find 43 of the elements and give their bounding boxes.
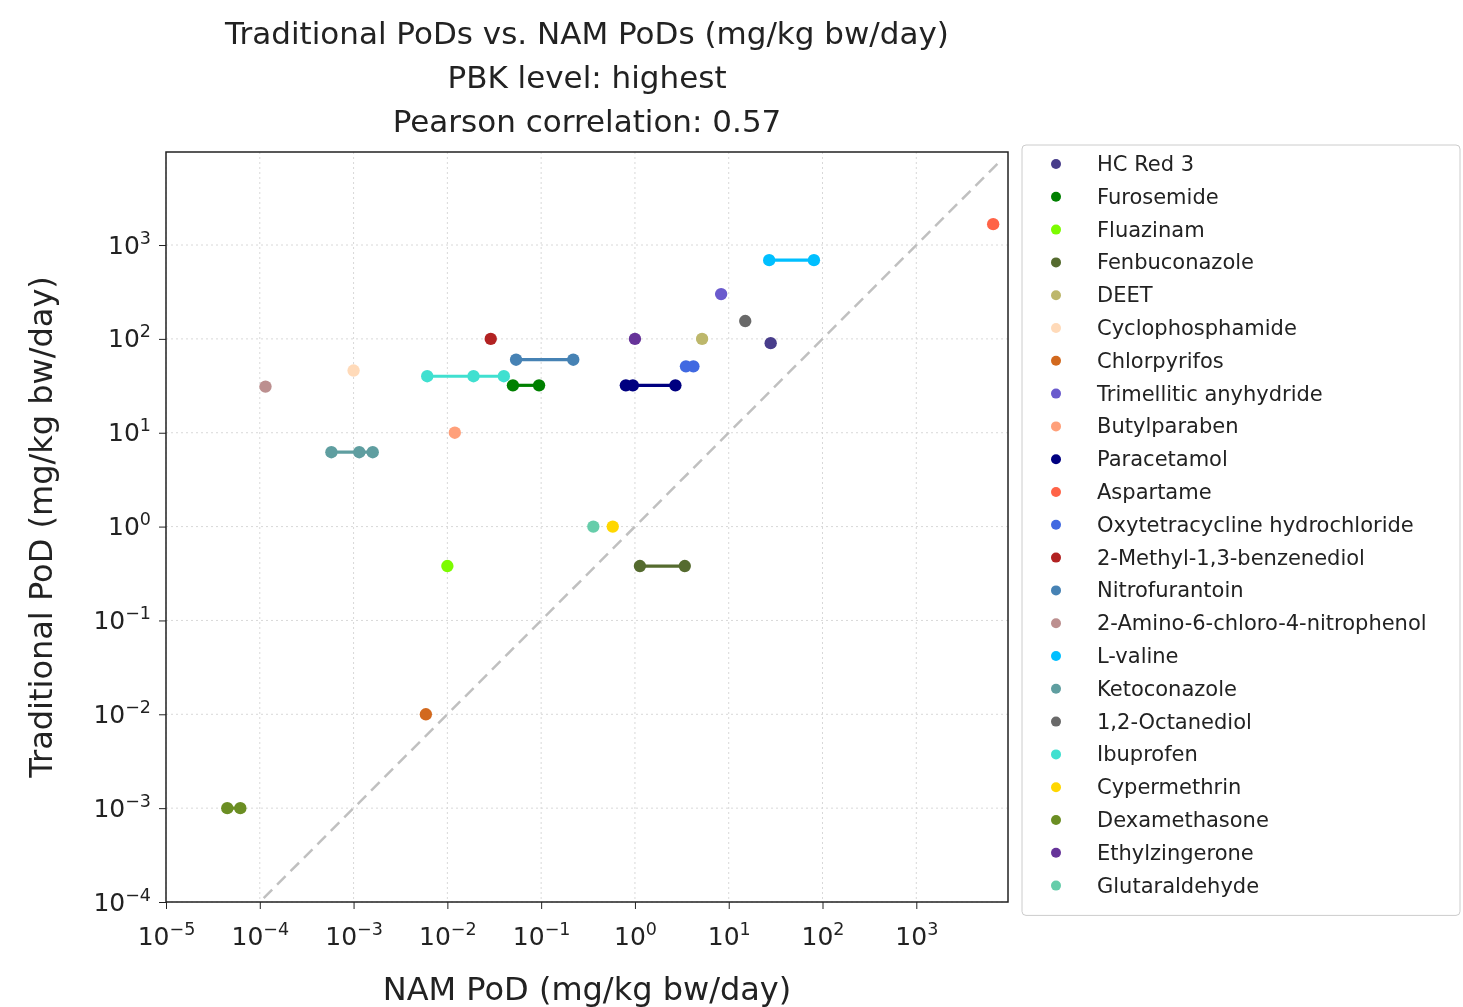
x-tick-label: 10$^{3}$ — [895, 918, 939, 951]
x-tick-label: 10$^{−3}$ — [325, 918, 383, 951]
legend-label: DEET — [1097, 283, 1153, 308]
y-tick-label: 10$^{−1}$ — [93, 602, 151, 635]
x-tick-label: 10$^{−4}$ — [231, 918, 290, 951]
legend-label: Fluazinam — [1097, 217, 1205, 242]
x-tick-label: 10$^{−5}$ — [137, 918, 196, 951]
legend-label: Chlorpyrifos — [1097, 348, 1224, 373]
legend-label: Cyclophosphamide — [1097, 316, 1297, 340]
y-axis-title: Traditional PoD (mg/kg bw/day) — [22, 276, 60, 779]
legend-label: Furosemide — [1097, 184, 1219, 209]
legend-label: HC Red 3 — [1097, 152, 1195, 176]
chart-title: Traditional PoDs vs. NAM PoDs (mg/kg bw/day) PBK level: highest Pearson correlation: 0.57 — [224, 15, 949, 139]
x-tick-label: 10$^{0}$ — [613, 918, 657, 951]
legend-label: Aspartame — [1097, 480, 1212, 504]
legend-label: 2-Methyl-1,3-benzenediol — [1097, 545, 1365, 570]
y-tick-label: 10$^{1}$ — [108, 415, 151, 448]
y-tick-label: 10$^{2}$ — [108, 321, 151, 354]
legend-label: Ethylzingerone — [1097, 840, 1254, 865]
x-tick-label: 10$^{−1}$ — [512, 918, 571, 951]
y-tick-label: 10$^{−3}$ — [93, 790, 151, 823]
legend-label: 2-Amino-6-chloro-4-nitrophenol — [1097, 611, 1427, 636]
y-tick-label: 10$^{−4}$ — [93, 884, 151, 917]
x-tick-label: 10$^{1}$ — [707, 918, 751, 951]
y-tick-label: 10$^{3}$ — [108, 227, 151, 260]
legend-label: Dexamethasone — [1097, 808, 1269, 832]
legend-label: Nitrofurantoin — [1097, 578, 1244, 603]
y-tick-label: 10$^{0}$ — [108, 509, 151, 542]
legend-label: Trimellitic anyhydride — [1096, 381, 1323, 406]
legend-label: Butylparaben — [1097, 414, 1239, 439]
legend-label: Paracetamol — [1097, 447, 1228, 472]
legend-label: Ibuprofen — [1097, 742, 1198, 767]
legend-label: Glutaraldehyde — [1097, 873, 1260, 898]
x-tick-label: 10$^{2}$ — [801, 918, 845, 951]
legend-label: 1,2-Octanediol — [1097, 709, 1252, 734]
legend-label: Oxytetracycline hydrochloride — [1097, 512, 1414, 537]
x-axis-title: NAM PoD (mg/kg bw/day) — [382, 970, 792, 1007]
legend-label: Fenbuconazole — [1097, 250, 1254, 275]
y-tick-label: 10$^{−2}$ — [93, 696, 151, 729]
x-tick-label: 10$^{−2}$ — [419, 918, 477, 951]
legend-label: Ketoconazole — [1097, 676, 1237, 701]
legend-label: Cypermethrin — [1097, 775, 1242, 800]
legend-label: L-valine — [1097, 644, 1179, 668]
